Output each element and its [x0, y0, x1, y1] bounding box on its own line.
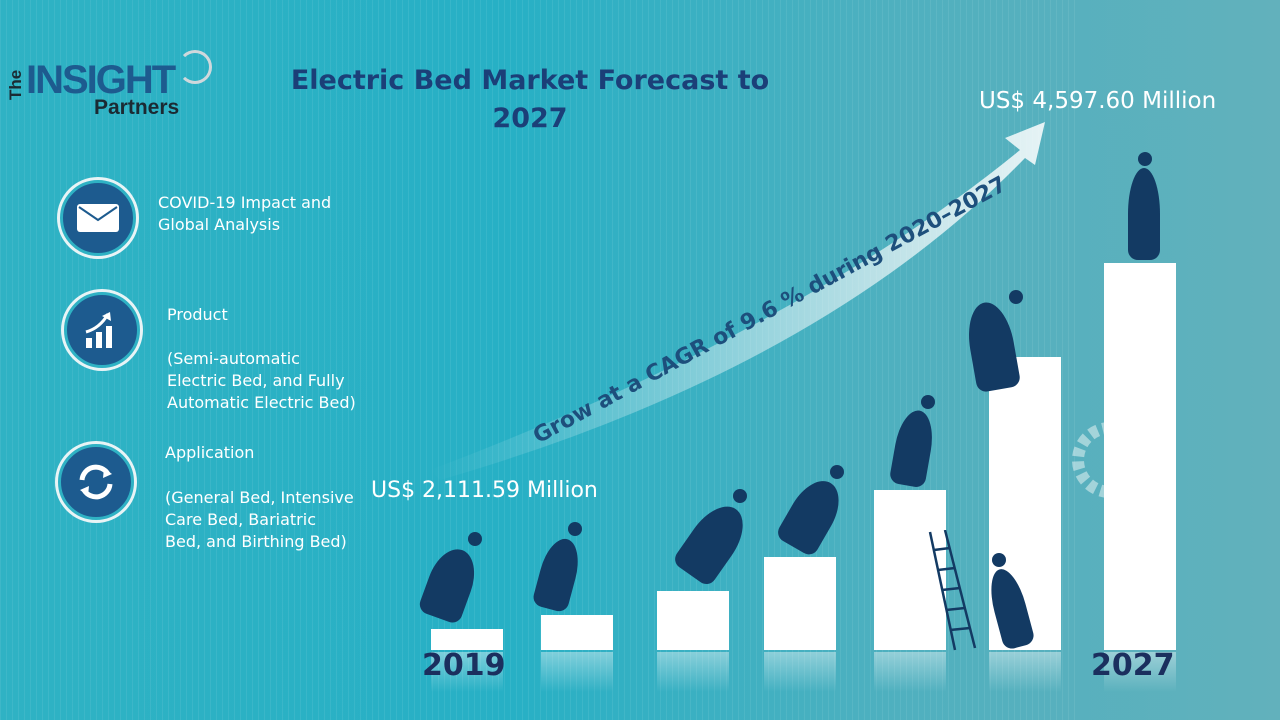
- segment-application-heading: Application: [165, 443, 255, 462]
- bar-2022: [764, 557, 836, 650]
- page-title: Electric Bed Market Forecast to 2027: [290, 65, 770, 134]
- logo-partners: Partners: [94, 96, 180, 119]
- bar-reflection: [1104, 652, 1176, 692]
- bar-2027: [1104, 263, 1176, 650]
- bar-reflection: [657, 652, 729, 692]
- growth-chart-icon: [64, 292, 140, 368]
- logo-insight: INSIGHT: [26, 58, 176, 102]
- segment-product-heading: Product: [167, 305, 228, 324]
- bar-reflection: [764, 652, 836, 692]
- segment-covid-text: COVID-19 Impact and Global Analysis: [158, 193, 332, 234]
- end-value-label: US$ 4,597.60 Million: [979, 88, 1217, 114]
- segment-application-text: (General Bed, Intensive Care Bed, Bariat…: [165, 488, 354, 551]
- bar-2019: [431, 629, 503, 650]
- segment-product-text: (Semi-automatic Electric Bed, and Fully …: [167, 349, 356, 412]
- start-year-label: 2019: [422, 648, 506, 683]
- refresh-arrows-icon: [58, 444, 134, 520]
- bar-reflection: [874, 652, 946, 692]
- bar-2020: [541, 615, 613, 650]
- end-year-label: 2027: [1091, 648, 1175, 683]
- start-value-label: US$ 2,111.59 Million: [371, 478, 598, 503]
- logo-ring-icon: [178, 50, 212, 84]
- bar-2021: [657, 591, 729, 650]
- bar-2023: [874, 490, 946, 650]
- bar-reflection: [431, 652, 503, 692]
- bar-reflection: [541, 652, 613, 692]
- envelope-icon: [60, 180, 136, 256]
- bar-reflection: [989, 652, 1061, 692]
